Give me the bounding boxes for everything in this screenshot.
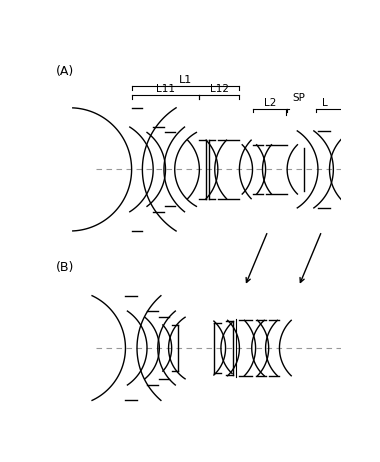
Text: L11: L11	[156, 84, 175, 94]
Text: SP: SP	[293, 93, 306, 103]
Text: L1: L1	[179, 75, 192, 85]
Text: L12: L12	[210, 84, 229, 94]
Text: L: L	[322, 98, 328, 108]
Text: L2: L2	[264, 98, 276, 108]
Text: (B): (B)	[56, 261, 74, 274]
Text: (A): (A)	[56, 65, 74, 78]
